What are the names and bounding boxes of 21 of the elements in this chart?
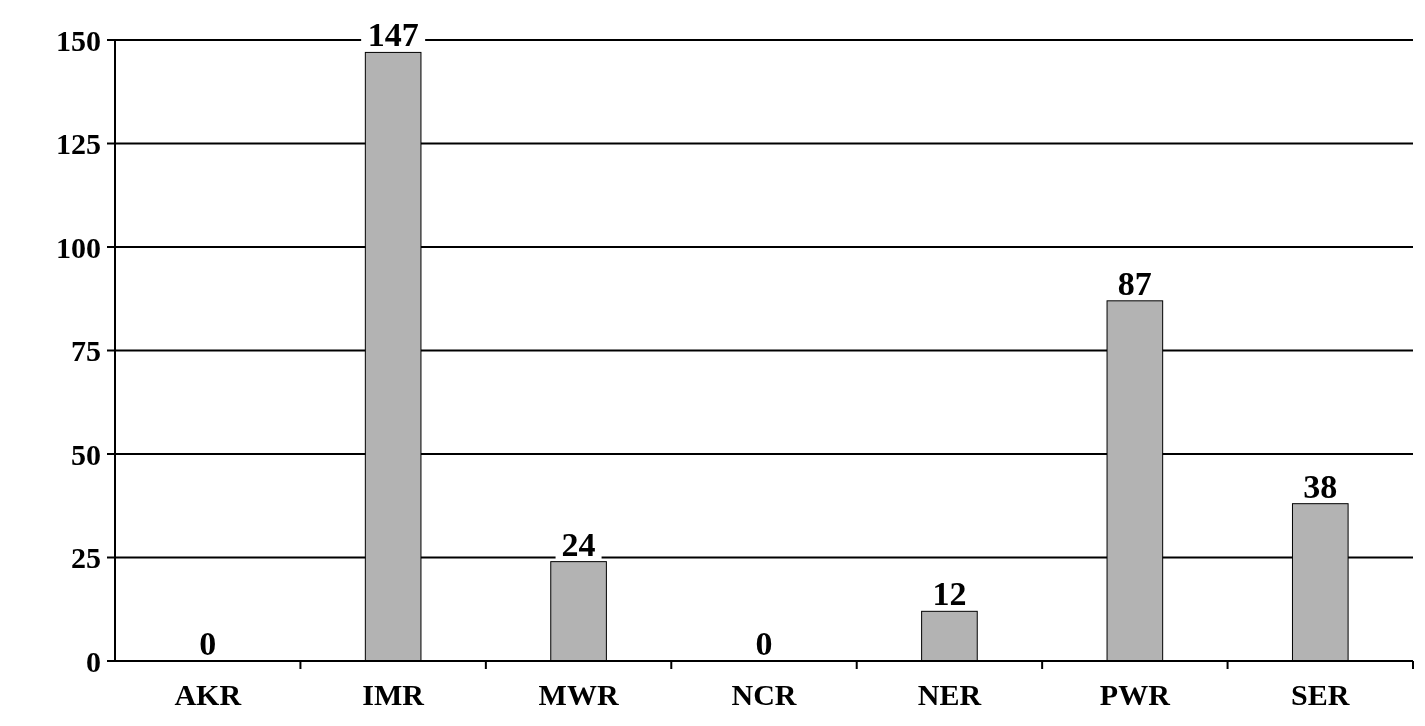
y-tick-label: 150 [56,23,101,57]
x-tick-label: SER [1291,678,1350,711]
x-tick-label: AKR [174,678,242,711]
data-label: 147 [367,16,419,54]
y-tick-label: 0 [86,644,101,678]
data-label: 0 [755,625,773,662]
y-tick-label: 125 [56,127,101,160]
data-label: 0 [199,625,217,662]
x-tick-label: NCR [731,678,797,711]
x-tick-label: PWR [1099,678,1171,711]
data-label: 87 [1117,264,1152,302]
y-tick-label: 100 [56,230,101,264]
data-label: 38 [1303,467,1338,505]
y-tick-label: 75 [71,334,101,367]
x-tick-label: IMR [362,678,425,711]
x-tick-label: MWR [538,678,619,711]
x-tick-label: NER [917,678,982,711]
y-tick-label: 50 [71,437,101,471]
data-label: 24 [561,525,596,563]
y-tick-label: 25 [71,541,101,574]
data-label: 12 [932,575,967,613]
